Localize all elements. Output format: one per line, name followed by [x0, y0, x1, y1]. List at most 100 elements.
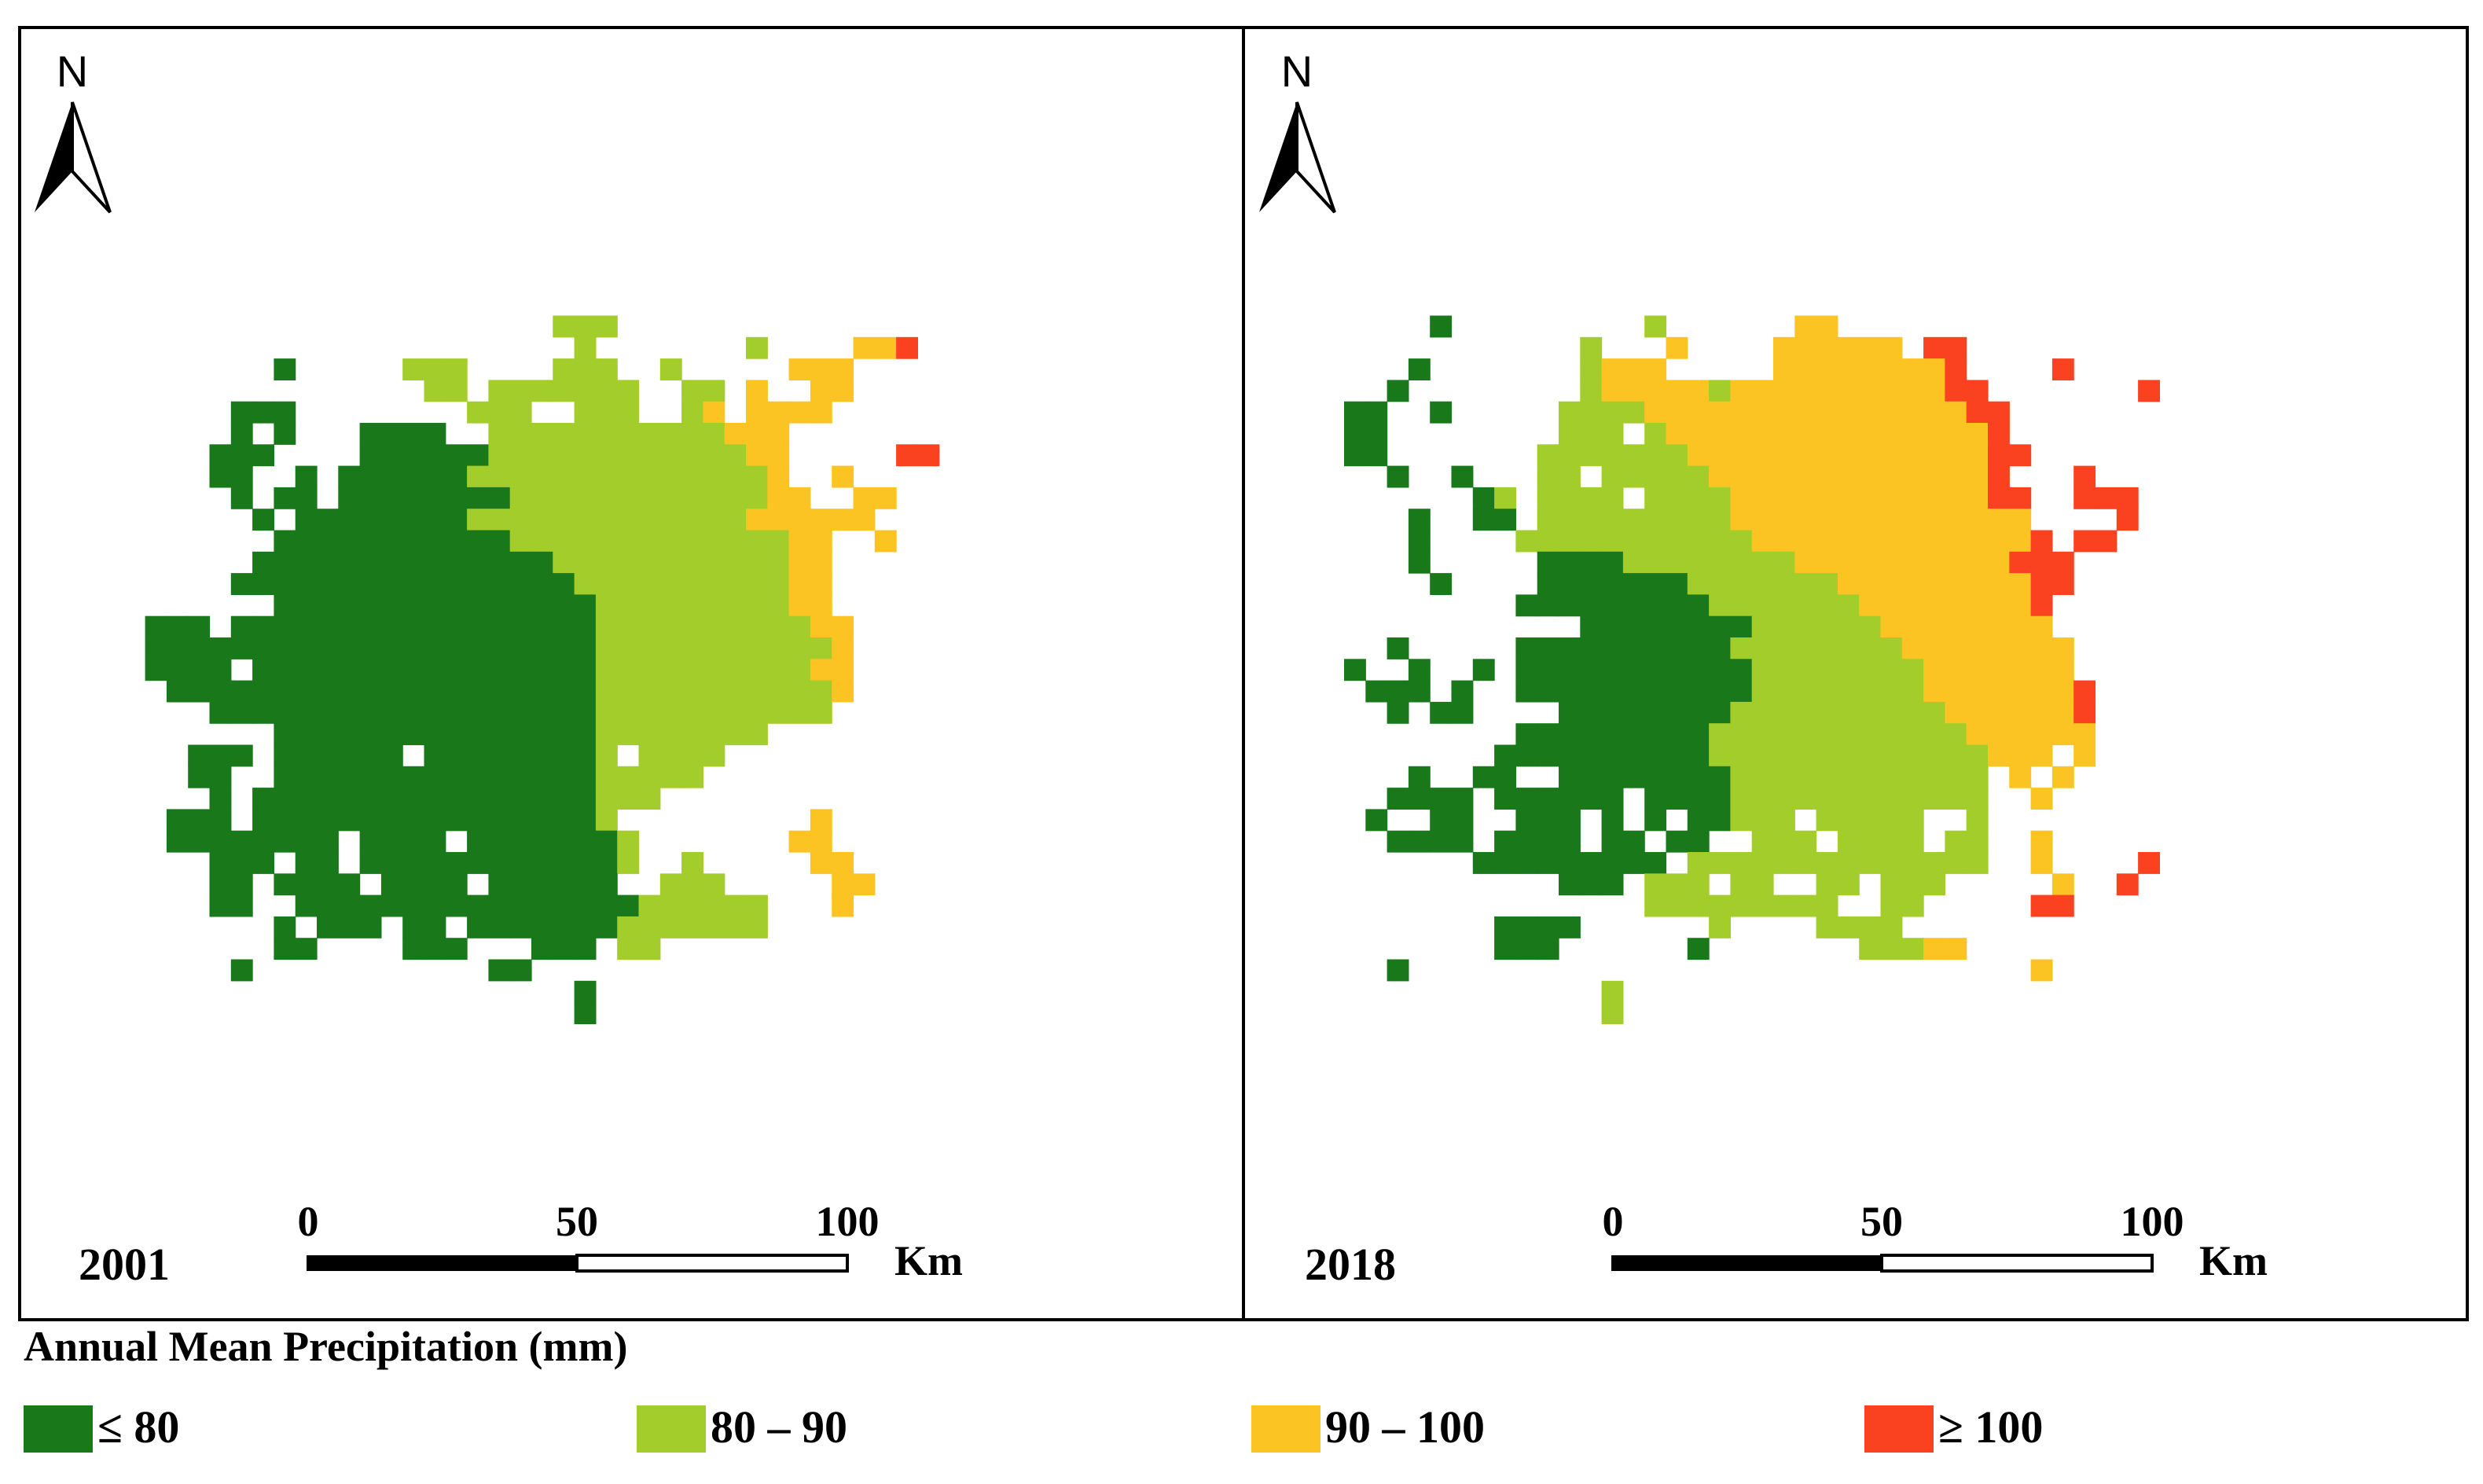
- cell-80-90: [746, 551, 768, 574]
- cell-80-90: [788, 701, 811, 724]
- cell-le80: [1451, 830, 1474, 853]
- cell-80-90: [488, 401, 511, 424]
- cell-80-90: [553, 551, 575, 574]
- cell-80-90: [509, 380, 532, 402]
- cell-90-100: [1988, 615, 2010, 638]
- cell-le80: [553, 744, 575, 767]
- cell-le80: [209, 680, 232, 703]
- north-label: N: [57, 46, 88, 96]
- cell-le80: [509, 830, 532, 853]
- cell-80-90: [1880, 788, 1903, 810]
- cell-le80: [1580, 766, 1603, 788]
- cell-le80: [209, 637, 232, 659]
- cell-90-100: [1901, 444, 1924, 467]
- cell-ge100: [2030, 530, 2053, 553]
- cell-80-90: [595, 809, 618, 832]
- cell-90-100: [1988, 659, 2010, 681]
- cell-80-90: [1794, 766, 1817, 788]
- cell-le80: [1666, 744, 1688, 767]
- cell-80-90: [724, 444, 747, 467]
- cell-le80: [424, 723, 446, 746]
- cell-le80: [402, 894, 425, 917]
- cell-le80: [574, 938, 597, 961]
- cell-80-90: [595, 766, 618, 788]
- cell-le80: [1408, 509, 1431, 531]
- cell-le80: [1344, 423, 1366, 445]
- cell-le80: [467, 830, 489, 853]
- cell-le80: [402, 916, 425, 939]
- cell-80-90: [1666, 530, 1688, 553]
- cell-80-90: [767, 551, 790, 574]
- cell-le80: [1644, 701, 1667, 724]
- cell-90-100: [1816, 509, 1838, 531]
- cell-le80: [1430, 573, 1453, 595]
- cell-90-100: [1901, 615, 1924, 638]
- cell-le80: [1559, 723, 1581, 746]
- cell-80-90: [703, 509, 725, 531]
- cell-le80: [1622, 615, 1645, 638]
- cell-90-100: [1945, 594, 1967, 617]
- cell-le80: [509, 551, 532, 574]
- cell-90-100: [1923, 487, 1945, 509]
- cell-90-100: [1901, 380, 1924, 402]
- cell-80-90: [703, 680, 725, 703]
- cell-90-100: [1988, 701, 2010, 724]
- cell-90-100: [2030, 744, 2053, 767]
- cell-90-100: [1923, 465, 1945, 488]
- cell-le80: [359, 830, 382, 853]
- cell-le80: [338, 680, 361, 703]
- cell-le80: [424, 830, 446, 853]
- cell-le80: [1666, 573, 1688, 595]
- cell-le80: [1622, 573, 1645, 595]
- cell-80-90: [617, 401, 640, 424]
- cell-90-100: [1988, 509, 2010, 531]
- cell-80-90: [1730, 873, 1753, 896]
- cell-90-100: [1794, 444, 1817, 467]
- cell-le80: [252, 615, 274, 638]
- cell-80-90: [531, 487, 553, 509]
- cell-le80: [1408, 788, 1431, 810]
- cell-le80: [424, 509, 446, 531]
- cell-le80: [1494, 852, 1516, 874]
- cell-le80: [359, 423, 382, 445]
- cell-80-90: [1601, 401, 1624, 424]
- cell-80-90: [1880, 723, 1903, 746]
- cell-le80: [1387, 465, 1409, 488]
- cell-le80: [424, 615, 446, 638]
- cell-le80: [509, 573, 532, 595]
- cell-80-90: [595, 315, 618, 338]
- cell-le80: [1622, 637, 1645, 659]
- cell-90-100: [1773, 423, 1795, 445]
- cell-80-90: [1751, 615, 1774, 638]
- cell-le80: [531, 894, 553, 917]
- cell-le80: [252, 401, 274, 424]
- cell-le80: [467, 573, 489, 595]
- cell-80-90: [1837, 723, 1860, 746]
- cell-90-100: [1923, 380, 1945, 402]
- cell-80-90: [1751, 873, 1774, 896]
- cell-80-90: [703, 594, 725, 617]
- cell-90-100: [1773, 401, 1795, 424]
- cell-le80: [359, 723, 382, 746]
- cell-90-100: [1837, 487, 1860, 509]
- cell-le80: [274, 723, 296, 746]
- cell-le80: [402, 852, 425, 874]
- cell-le80: [1709, 680, 1731, 703]
- cell-80-90: [1923, 852, 1945, 874]
- cell-le80: [574, 788, 597, 810]
- cell-le80: [1687, 938, 1710, 961]
- cell-80-90: [1816, 659, 1838, 681]
- cell-80-90: [488, 465, 511, 488]
- cell-le80: [230, 680, 253, 703]
- cell-80-90: [1751, 723, 1774, 746]
- cell-le80: [1451, 465, 1474, 488]
- cell-le80: [595, 894, 618, 917]
- cell-80-90: [1751, 637, 1774, 659]
- cell-ge100: [2073, 530, 2096, 553]
- cell-80-90: [746, 487, 768, 509]
- cell-80-90: [1666, 551, 1688, 574]
- cell-90-100: [1773, 530, 1795, 553]
- cell-le80: [531, 938, 553, 961]
- cell-le80: [1622, 852, 1645, 874]
- cell-le80: [617, 894, 640, 917]
